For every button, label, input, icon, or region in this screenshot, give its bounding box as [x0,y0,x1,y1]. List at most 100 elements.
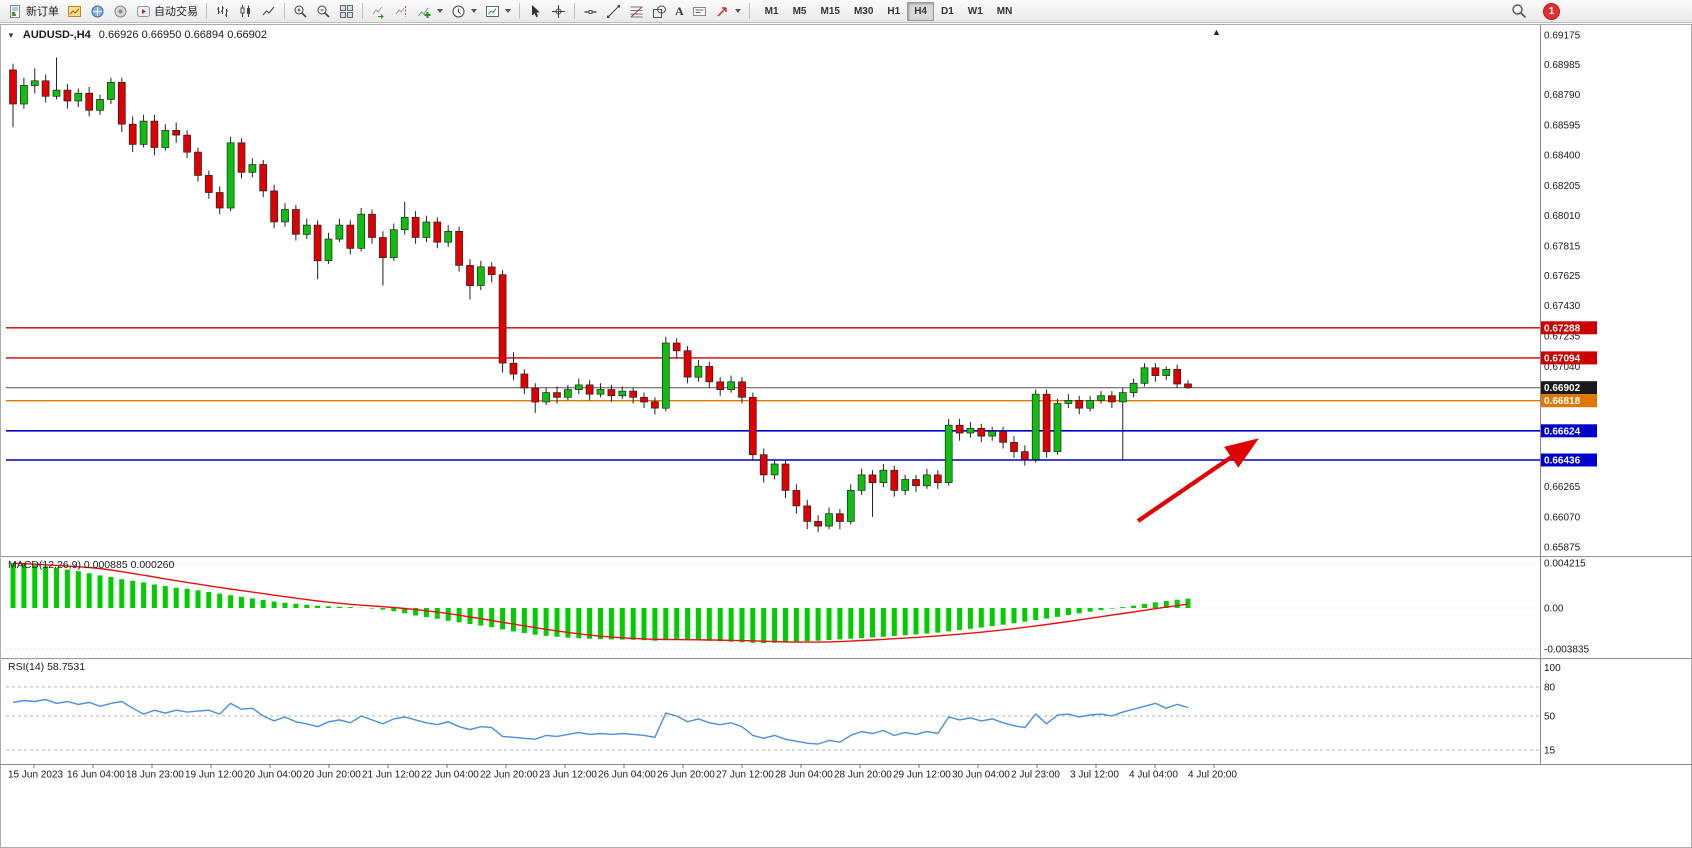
toolbar-separator [748,3,750,19]
toolbar: 新订单 自动交易 [0,0,1692,23]
timeframe-button-d1[interactable]: D1 [934,2,961,21]
navigator-button[interactable] [86,1,109,21]
candlestick-button[interactable] [234,1,257,21]
indicators-button[interactable] [413,1,447,21]
zoom-out-button[interactable] [312,1,335,21]
timeframe-button-m15[interactable]: M15 [813,2,846,21]
text-label-button[interactable] [688,1,711,21]
chart-shift-marker-icon[interactable]: ▲ [1212,27,1221,37]
svg-text:0.67815: 0.67815 [1544,242,1581,253]
svg-text:50: 50 [1544,712,1556,723]
cursor-icon [528,4,543,19]
timeframe-button-m5[interactable]: M5 [786,2,814,21]
toolbar-separator [519,3,520,19]
dropdown-caret-icon [437,9,443,13]
crosshair-button[interactable] [547,1,570,21]
arrows-tool-button[interactable] [711,1,745,21]
svg-text:0.67094: 0.67094 [1544,353,1581,364]
zoom-in-button[interactable] [289,1,312,21]
new-order-button[interactable]: 新订单 [4,1,63,21]
timeframe-button-h1[interactable]: H1 [880,2,907,21]
trendline-button[interactable] [602,1,625,21]
zoom-out-icon [316,4,331,19]
tile-windows-icon [339,4,354,19]
ohlc-values: 0.66926 0.66950 0.66894 0.66902 [98,29,267,41]
svg-text:19 Jun 12:00: 19 Jun 12:00 [185,770,243,781]
svg-text:0.65875: 0.65875 [1544,543,1581,554]
svg-text:0.67235: 0.67235 [1544,332,1581,343]
timeframe-button-m1[interactable]: M1 [758,2,786,21]
svg-text:0.66624: 0.66624 [1544,426,1581,437]
svg-text:23 Jun 12:00: 23 Jun 12:00 [539,770,597,781]
svg-text:4 Jul 20:00: 4 Jul 20:00 [1188,770,1237,781]
toolbar-separator [362,3,363,19]
search-button[interactable] [1507,1,1531,21]
svg-text:28 Jun 04:00: 28 Jun 04:00 [775,770,833,781]
rsi-label: RSI(14) 58.7531 [8,661,86,673]
svg-text:2 Jul 23:00: 2 Jul 23:00 [1011,770,1060,781]
line-chart-button[interactable] [257,1,280,21]
autotrading-icon [136,4,151,19]
toolbar-right-group: 1 [1507,1,1560,21]
text-tool-icon: A [675,3,684,18]
svg-text:100: 100 [1544,663,1561,674]
svg-text:0.67430: 0.67430 [1544,301,1581,312]
svg-text:0.67288: 0.67288 [1544,323,1581,334]
cursor-button[interactable] [524,1,547,21]
svg-text:22 Jun 20:00: 22 Jun 20:00 [480,770,538,781]
navigator-icon [90,4,105,19]
svg-text:0.66265: 0.66265 [1544,482,1581,493]
market-watch-button[interactable] [63,1,86,21]
chart-shift-button[interactable] [390,1,413,21]
shapes-icon [652,4,667,19]
auto-scroll-icon [371,4,386,19]
fibonacci-button[interactable] [625,1,648,21]
svg-text:20 Jun 20:00: 20 Jun 20:00 [303,770,361,781]
notification-badge[interactable]: 1 [1543,2,1560,20]
bar-chart-icon [215,4,230,19]
bar-chart-button[interactable] [211,1,234,21]
svg-text:27 Jun 12:00: 27 Jun 12:00 [716,770,774,781]
svg-text:30 Jun 04:00: 30 Jun 04:00 [952,770,1010,781]
text-label-icon [692,4,707,19]
one-click-collapse-icon[interactable]: ▼ [7,30,15,40]
svg-text:29 Jun 12:00: 29 Jun 12:00 [893,770,951,781]
dropdown-caret-icon [505,9,511,13]
chart-title: ▼ AUDUSD-,H4 0.66926 0.66950 0.66894 0.6… [7,29,267,41]
history-center-button[interactable] [109,1,132,21]
periods-button[interactable] [447,1,481,21]
svg-text:0.66070: 0.66070 [1544,512,1581,523]
dropdown-caret-icon [734,9,741,13]
trendline-icon [606,4,621,19]
tile-windows-button[interactable] [335,1,358,21]
history-center-icon [113,4,128,19]
market-watch-icon [67,4,82,19]
templates-button[interactable] [481,1,515,21]
timeframe-button-m30[interactable]: M30 [847,2,880,21]
timeframe-button-w1[interactable]: W1 [961,2,990,21]
macd-label: MACD(12,26,9) 0.000885 0.000260 [8,559,175,571]
text-tool-button[interactable]: A [671,1,688,21]
toolbar-separator [284,3,285,19]
zoom-in-icon [293,4,308,19]
svg-text:0.66902: 0.66902 [1544,383,1581,394]
shapes-button[interactable] [648,1,671,21]
periods-icon [451,4,466,19]
svg-text:28 Jun 20:00: 28 Jun 20:00 [834,770,892,781]
search-icon [1511,3,1527,19]
timeframe-button-mn[interactable]: MN [990,2,1020,21]
svg-text:15 Jun 2023: 15 Jun 2023 [8,770,63,781]
autotrading-button[interactable]: 自动交易 [132,1,202,21]
svg-text:0.67625: 0.67625 [1544,271,1581,282]
templates-icon [485,4,500,19]
svg-text:15: 15 [1544,746,1556,757]
svg-text:0.00: 0.00 [1544,604,1564,615]
timeframe-button-h4[interactable]: H4 [907,1,934,21]
arrows-tool-icon [715,4,730,19]
horizontal-line-button[interactable] [579,1,602,21]
auto-scroll-button[interactable] [367,1,390,21]
svg-text:22 Jun 04:00: 22 Jun 04:00 [421,770,479,781]
svg-text:16 Jun 04:00: 16 Jun 04:00 [67,770,125,781]
svg-text:0.68010: 0.68010 [1544,211,1581,222]
